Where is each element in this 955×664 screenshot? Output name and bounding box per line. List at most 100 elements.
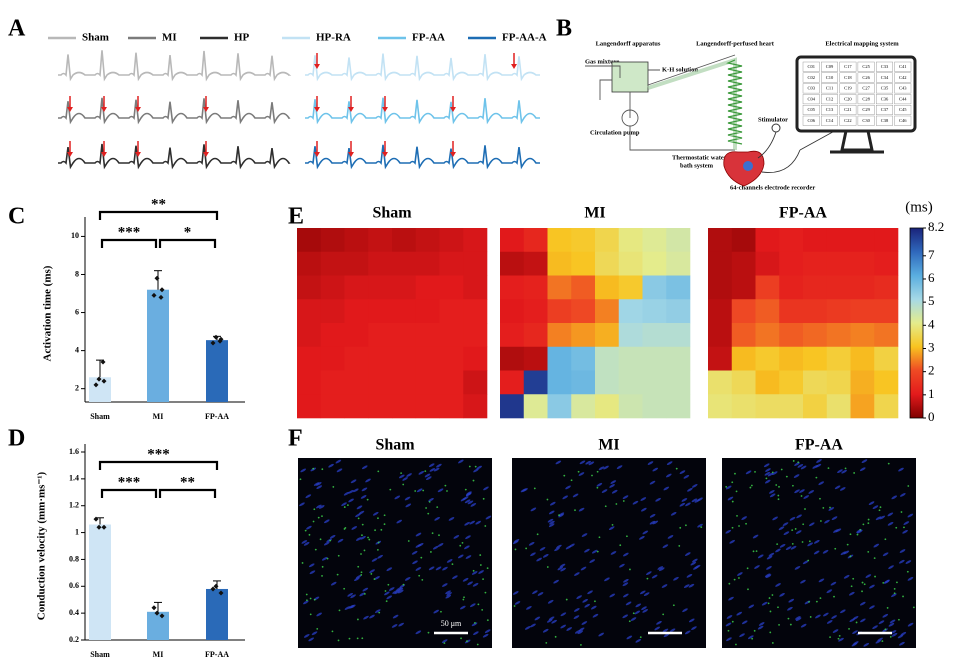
data-point <box>93 516 99 522</box>
heatmap-cell <box>439 299 464 324</box>
electrode-label: C11 <box>826 86 833 91</box>
nucleus <box>398 474 405 479</box>
electrode-cell <box>857 94 875 105</box>
y-tick-label: 4 <box>75 345 79 354</box>
nucleus <box>572 493 579 498</box>
electrode-label: C26 <box>862 75 870 80</box>
connexin-dot <box>558 514 560 517</box>
connexin-dot <box>844 467 847 470</box>
connexin-dot <box>383 523 386 526</box>
significance-bracket <box>158 238 217 248</box>
heatmap-cell <box>439 228 464 253</box>
heatmap-cell <box>368 299 393 324</box>
heatmap-cell <box>874 394 899 419</box>
heatmap-cell <box>463 346 488 371</box>
heatmap-cell <box>320 346 345 371</box>
connexin-dot <box>474 465 477 468</box>
nucleus <box>752 534 759 539</box>
nucleus <box>679 502 686 507</box>
nucleus <box>826 620 833 624</box>
colorbar-tick-label: 7 <box>928 247 935 262</box>
nucleus <box>767 472 774 477</box>
nucleus <box>765 468 771 472</box>
colorbar-tick-label: 8.2 <box>928 219 944 234</box>
electrode-label: C21 <box>844 107 852 112</box>
nucleus <box>685 502 691 507</box>
heatmap-cell <box>547 323 572 348</box>
heatmap-cell <box>500 394 525 419</box>
heatmap-cell <box>547 370 572 395</box>
electrode-label: C33 <box>881 64 889 69</box>
nucleus <box>797 464 804 468</box>
heatmap-cell <box>755 370 780 395</box>
electrode-cell <box>894 104 912 115</box>
nucleus <box>643 592 650 596</box>
connexin-dot <box>591 474 593 477</box>
significance-bracket <box>98 210 219 220</box>
heatmap-cell <box>708 346 733 371</box>
connexin-dot <box>778 485 780 488</box>
nucleus <box>482 633 489 638</box>
heatmap-cell <box>320 251 345 276</box>
red-arrow-head <box>450 107 456 112</box>
diagram-label: K-H solution <box>662 66 698 73</box>
nucleus <box>337 538 344 543</box>
electrode-label: C43 <box>899 86 907 91</box>
connexin-dot <box>305 593 308 596</box>
y-tick-label: 1.6 <box>69 447 79 456</box>
nucleus <box>873 543 880 548</box>
nucleus <box>560 612 567 617</box>
connexin-dot <box>629 568 631 571</box>
connexin-dot <box>626 535 628 538</box>
electrode-label: C01 <box>807 64 815 69</box>
data-point <box>158 294 164 300</box>
heatmap-cell <box>826 323 851 348</box>
electrode-cell <box>876 104 893 115</box>
electrode <box>743 161 753 171</box>
connexin-dot <box>316 627 319 630</box>
diagram-label: Gas mixture <box>585 58 619 65</box>
connexin-dot <box>400 472 403 475</box>
nucleus <box>725 485 732 490</box>
heatmap-cell <box>708 323 733 348</box>
nucleus <box>484 629 491 634</box>
heatmap-cell <box>523 228 548 253</box>
nucleus <box>656 620 662 625</box>
nucleus <box>436 463 442 468</box>
nucleus <box>578 472 585 476</box>
electrode-cell <box>821 115 838 126</box>
nucleus <box>815 463 822 468</box>
heatmap-cell <box>595 346 620 371</box>
nucleus <box>640 497 647 501</box>
connexin-dot <box>459 544 462 547</box>
heatmap-cell <box>826 370 851 395</box>
heatmap-cell <box>850 346 875 371</box>
heatmap-cell <box>595 275 620 300</box>
nucleus <box>313 482 320 486</box>
nucleus <box>662 544 669 549</box>
connexin-dot <box>563 474 566 477</box>
nucleus <box>328 463 334 468</box>
connexin-dot <box>486 619 489 622</box>
connexin-dot <box>321 515 323 518</box>
nucleus <box>758 622 765 626</box>
nucleus <box>764 471 771 476</box>
nucleus <box>782 522 789 526</box>
nucleus <box>355 537 362 541</box>
connexin-dot <box>377 470 380 473</box>
heatmap-cell <box>571 251 596 276</box>
electrode-cell <box>894 115 912 126</box>
nucleus <box>769 493 776 498</box>
connexin-dot <box>867 522 870 525</box>
nucleus <box>625 601 632 606</box>
heatmap-cell <box>439 346 464 371</box>
nucleus <box>386 595 393 600</box>
data-point <box>96 524 102 530</box>
electrode-label: C29 <box>862 107 870 112</box>
nucleus <box>765 574 772 579</box>
nucleus <box>726 615 733 619</box>
legend-label: FP-AA <box>412 32 445 44</box>
electrode-cell <box>857 104 875 115</box>
heatmap-cell <box>571 228 596 253</box>
nucleus <box>794 462 800 466</box>
